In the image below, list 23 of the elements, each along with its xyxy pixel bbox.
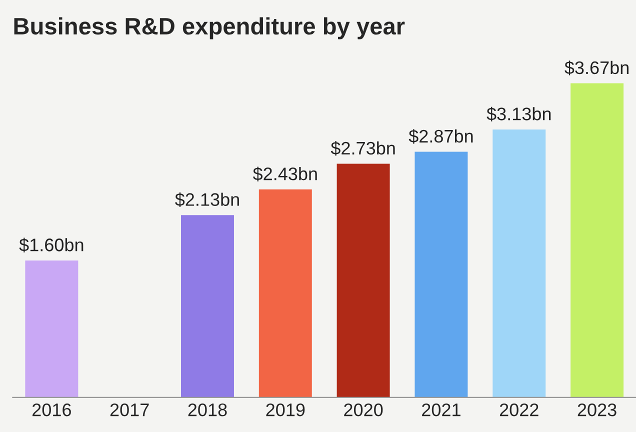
- chart-title: Business R&D expenditure by year: [14, 17, 405, 40]
- data-label: $2.87bn: [408, 129, 473, 144]
- x-tick-label: 2018: [188, 403, 227, 416]
- x-tick-label: 2023: [578, 403, 616, 416]
- bar: [492, 129, 546, 398]
- x-tick-label: 2020: [344, 403, 383, 416]
- x-tick-label: 2019: [266, 403, 305, 416]
- data-label: $1.60bn: [19, 238, 84, 252]
- bar: [181, 215, 234, 398]
- data-label: $2.13bn: [175, 192, 239, 208]
- data-label: $3.67bn: [564, 60, 629, 76]
- x-tick-label: 2022: [500, 403, 538, 416]
- data-label: $2.43bn: [252, 166, 317, 182]
- data-label: $3.13bn: [486, 106, 551, 122]
- x-tick-label: 2021: [422, 403, 460, 416]
- bar: [336, 164, 390, 398]
- data-label: $2.73bn: [330, 141, 395, 156]
- bar: [570, 83, 624, 398]
- bar: [25, 260, 78, 398]
- bar: [414, 152, 468, 398]
- x-tick-label: 2016: [32, 403, 71, 416]
- x-tick-label: 2017: [110, 403, 149, 416]
- bar: [258, 189, 312, 398]
